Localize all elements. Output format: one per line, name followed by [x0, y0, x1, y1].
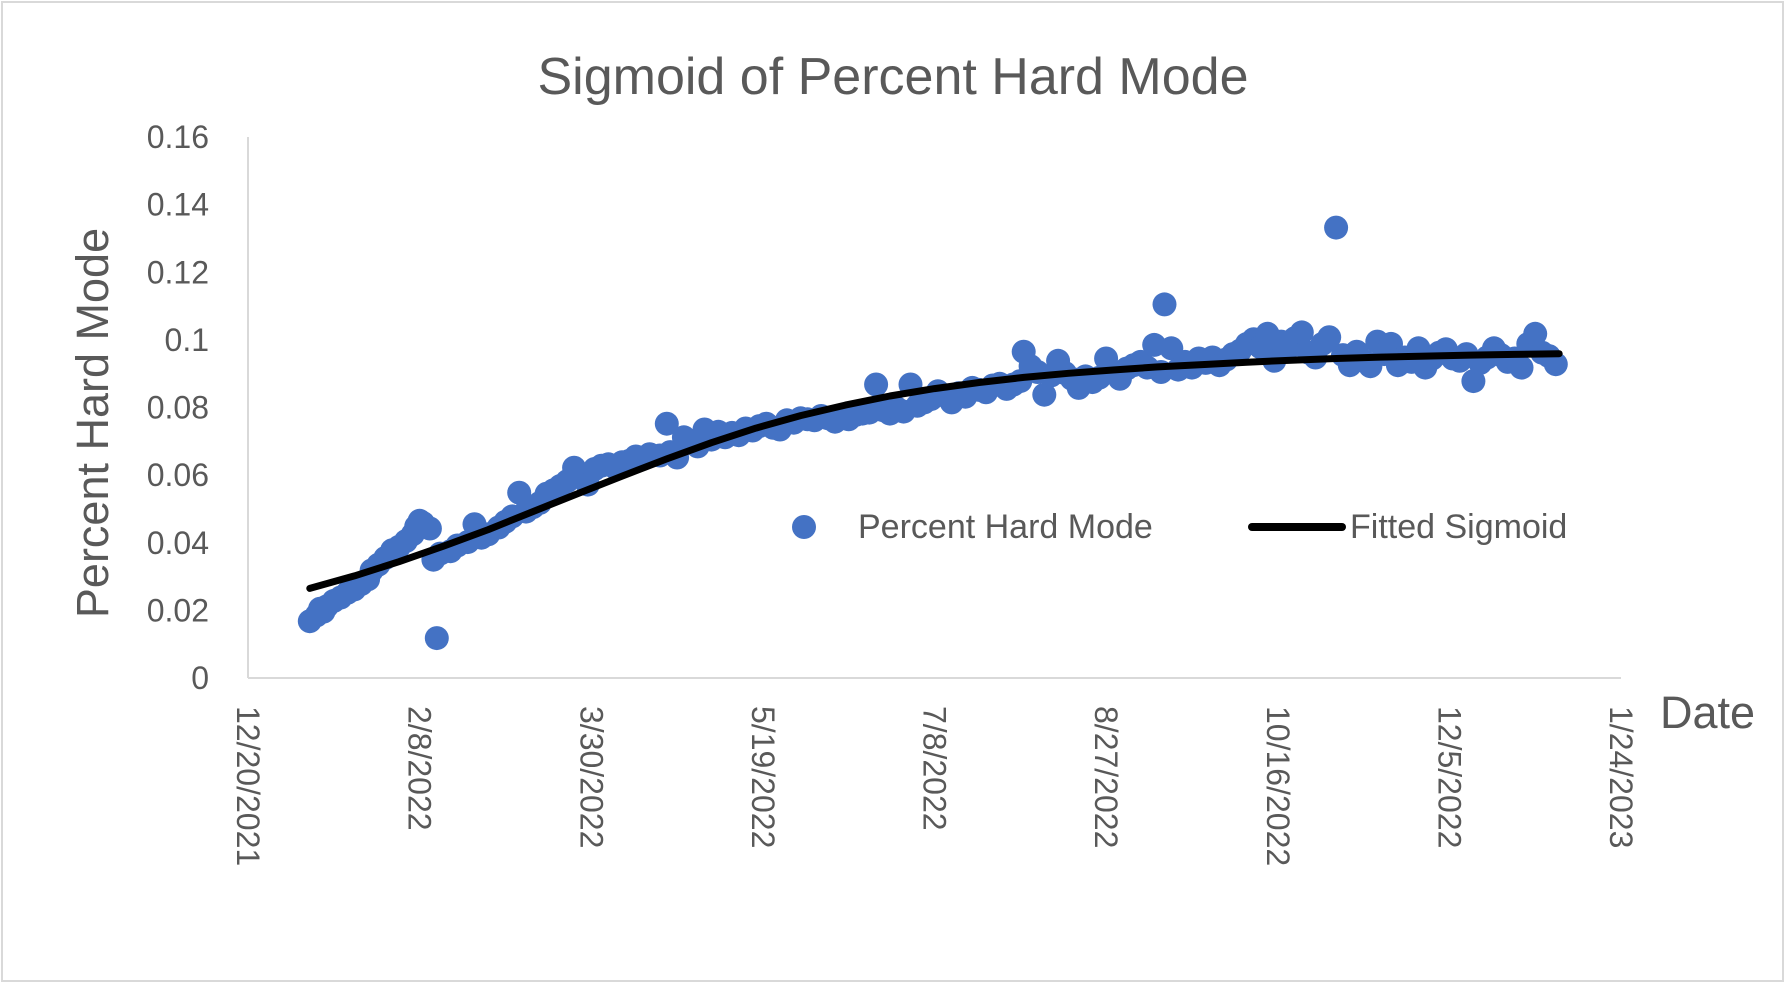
data-point	[1509, 355, 1534, 380]
data-point	[1461, 369, 1486, 394]
x-tick-label: 12/20/2021	[230, 706, 266, 866]
data-point	[1324, 215, 1349, 240]
y-tick-label: 0.04	[147, 525, 209, 561]
x-tick-labels: 12/20/2021 2/8/2022 3/30/2022 5/19/2022 7/8/…	[230, 706, 1639, 866]
data-point	[1152, 292, 1177, 317]
x-tick-label: 5/19/2022	[745, 706, 781, 848]
data-point	[654, 411, 679, 436]
legend-label-percent-hard-mode: Percent Hard Mode	[858, 508, 1153, 546]
legend: Percent Hard Mode Fitted Sigmoid	[792, 508, 1567, 546]
data-point	[424, 626, 449, 651]
y-tick-label: 0.06	[147, 457, 209, 493]
x-tick-label: 7/8/2022	[917, 706, 953, 831]
y-tick-label: 0.1	[165, 322, 209, 358]
plot-area	[297, 215, 1568, 651]
fitted-sigmoid-line	[306, 350, 1563, 592]
y-tick-label: 0.14	[147, 187, 209, 223]
data-point	[1317, 325, 1342, 350]
data-point	[417, 516, 442, 541]
data-point	[1523, 321, 1548, 346]
y-tick-label: 0	[191, 660, 209, 696]
x-tick-label: 8/27/2022	[1088, 706, 1124, 848]
y-tick-label: 0.02	[147, 592, 209, 628]
data-point	[1032, 382, 1057, 407]
y-tick-label: 0.12	[147, 254, 209, 290]
x-tick-label: 2/8/2022	[402, 706, 438, 831]
y-tick-label: 0.08	[147, 390, 209, 426]
y-axis-title: Percent Hard Mode	[67, 228, 118, 618]
data-point	[1289, 320, 1314, 345]
x-tick-label: 12/5/2022	[1431, 706, 1467, 848]
legend-label-fitted-sigmoid: Fitted Sigmoid	[1350, 508, 1567, 546]
chart-title: Sigmoid of Percent Hard Mode	[537, 48, 1248, 106]
y-tick-label: 0.16	[147, 119, 209, 155]
legend-marker-percent-hard-mode	[792, 515, 816, 539]
data-point	[1543, 352, 1568, 377]
x-tick-label: 1/24/2023	[1603, 706, 1639, 848]
x-axis-title: Date	[1660, 687, 1755, 738]
axes	[247, 137, 1621, 679]
y-tick-labels: 0 0.02 0.04 0.06 0.08 0.1 0.12 0.14 0.16	[147, 119, 209, 696]
x-tick-label: 10/16/2022	[1260, 706, 1296, 866]
data-point	[864, 372, 889, 397]
x-tick-label: 3/30/2022	[573, 706, 609, 848]
